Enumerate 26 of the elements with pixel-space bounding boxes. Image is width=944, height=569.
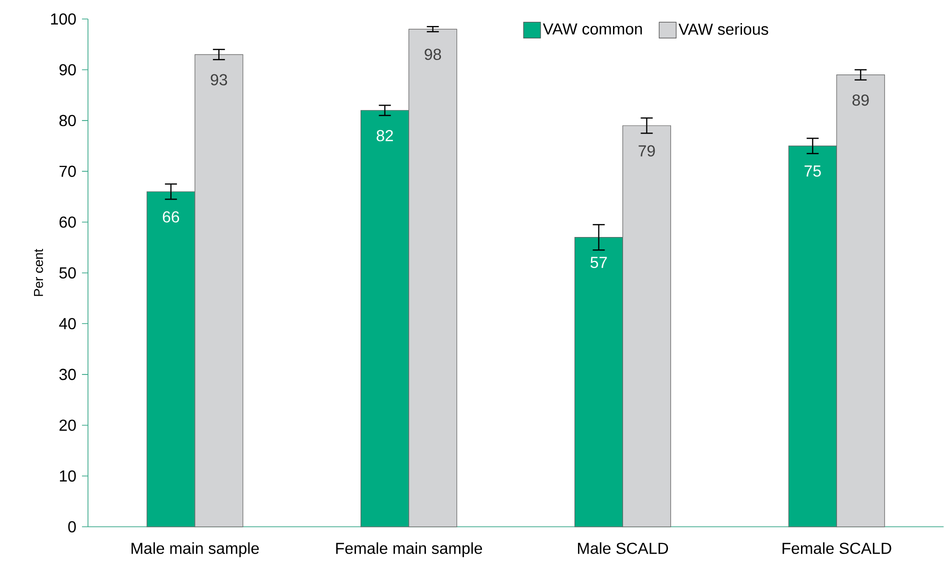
data-label: 93	[210, 74, 228, 86]
legend-label: VAW common	[542, 24, 642, 35]
y-axis-title: Per cent	[34, 249, 44, 296]
x-tick-label: Male SCALD	[578, 542, 668, 554]
y-tick-label: 50	[59, 267, 76, 279]
y-tick-label: 80	[59, 115, 76, 126]
data-label: 75	[804, 166, 821, 177]
data-label: 57	[590, 257, 607, 268]
data-label: 66	[162, 211, 180, 223]
x-tick-label: Male main sample	[132, 542, 259, 558]
y-tick-label: 20	[60, 420, 76, 431]
y-tick-label: 0	[68, 521, 76, 533]
data-label: 82	[376, 130, 393, 142]
y-tick-label: 90	[59, 64, 76, 76]
x-tick-label: Female SCALD	[782, 542, 892, 554]
data-label: 79	[638, 145, 655, 157]
y-tick-label: 30	[59, 368, 76, 380]
y-tick-label: 100	[51, 13, 76, 25]
y-tick-label: 40	[59, 318, 76, 330]
legend-label: VAW serious	[678, 23, 768, 35]
y-tick-label: 60	[60, 216, 76, 228]
data-label: 89	[852, 94, 869, 106]
data-label: 98	[424, 48, 441, 60]
x-tick-label: Female main sample	[336, 542, 482, 558]
y-tick-label: 10	[60, 470, 76, 482]
y-tick-label: 70	[60, 166, 76, 178]
